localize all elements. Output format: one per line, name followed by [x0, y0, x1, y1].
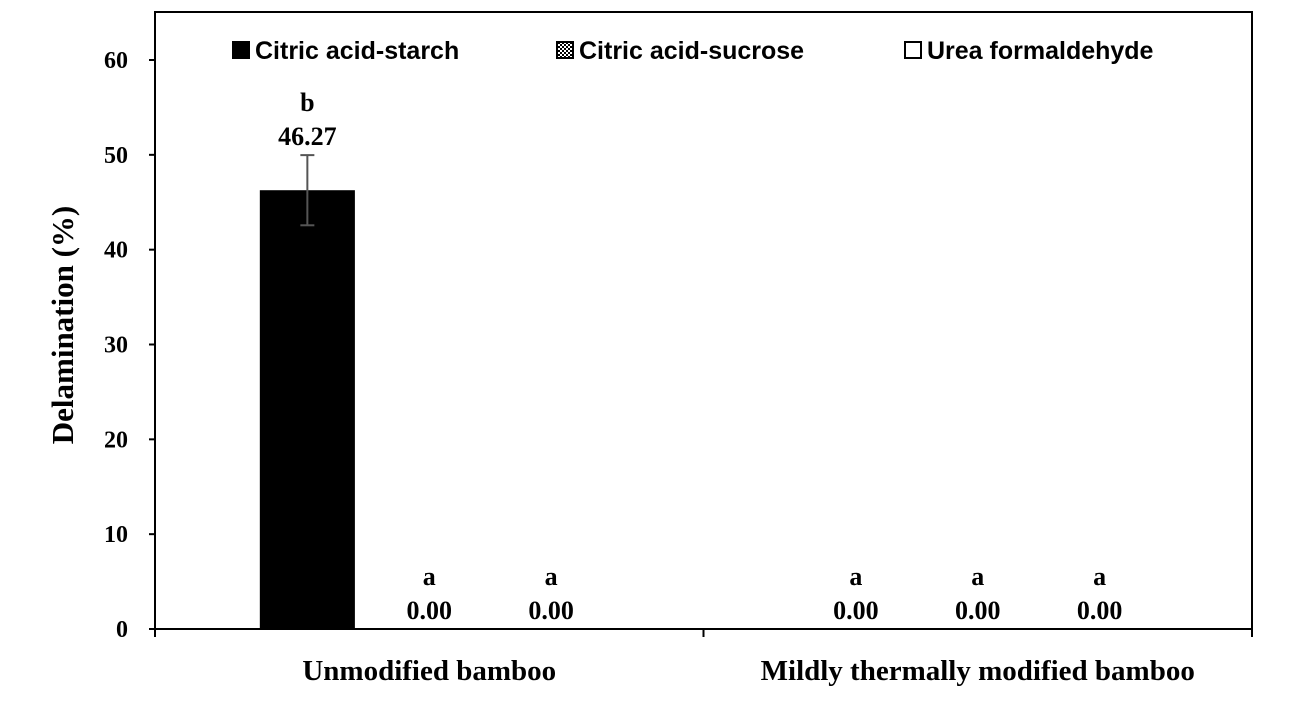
significance-letter: a — [545, 562, 558, 591]
y-axis-title: Delamination (%) — [45, 206, 80, 445]
data-value-label: 0.00 — [833, 596, 879, 625]
legend-label: Citric acid-starch — [255, 37, 459, 65]
y-tick-label: 50 — [104, 143, 128, 169]
significance-letter: a — [971, 562, 984, 591]
y-axis: 0 10 20 30 40 50 60 — [104, 48, 155, 643]
legend-swatch — [232, 41, 250, 59]
significance-letter: a — [849, 562, 862, 591]
category-label: Unmodified bamboo — [302, 655, 556, 687]
y-tick-label: 10 — [104, 522, 128, 548]
legend-label: Urea formaldehyde — [927, 37, 1154, 65]
legend: Citric acid-starch Citric acid-sucrose Ure… — [232, 37, 1154, 65]
legend-label: Citric acid-sucrose — [579, 37, 804, 65]
data-value-label: 0.00 — [407, 596, 453, 625]
y-tick-label: 40 — [104, 238, 128, 264]
data-labels: 46.27 b 0.00 a 0.00 a 0.00 a 0.00 a 0.00 a — [278, 88, 1122, 625]
data-value-label: 46.27 — [278, 122, 337, 151]
x-axis: Unmodified bamboo Mildly thermally modifi… — [154, 629, 1253, 687]
legend-swatch — [556, 41, 574, 59]
data-value-label: 0.00 — [1077, 596, 1123, 625]
bars — [259, 154, 355, 629]
legend-swatch — [904, 41, 922, 59]
y-tick-label: 20 — [104, 427, 128, 453]
significance-letter: b — [300, 88, 314, 117]
significance-letter: a — [423, 562, 436, 591]
category-label: Mildly thermally modified bamboo — [761, 655, 1195, 687]
y-tick-label: 60 — [104, 48, 128, 74]
y-tick-label: 0 — [116, 617, 128, 643]
data-value-label: 0.00 — [955, 596, 1001, 625]
bar — [259, 190, 355, 629]
data-value-label: 0.00 — [528, 596, 574, 625]
y-tick-label: 30 — [104, 333, 128, 359]
significance-letter: a — [1093, 562, 1106, 591]
